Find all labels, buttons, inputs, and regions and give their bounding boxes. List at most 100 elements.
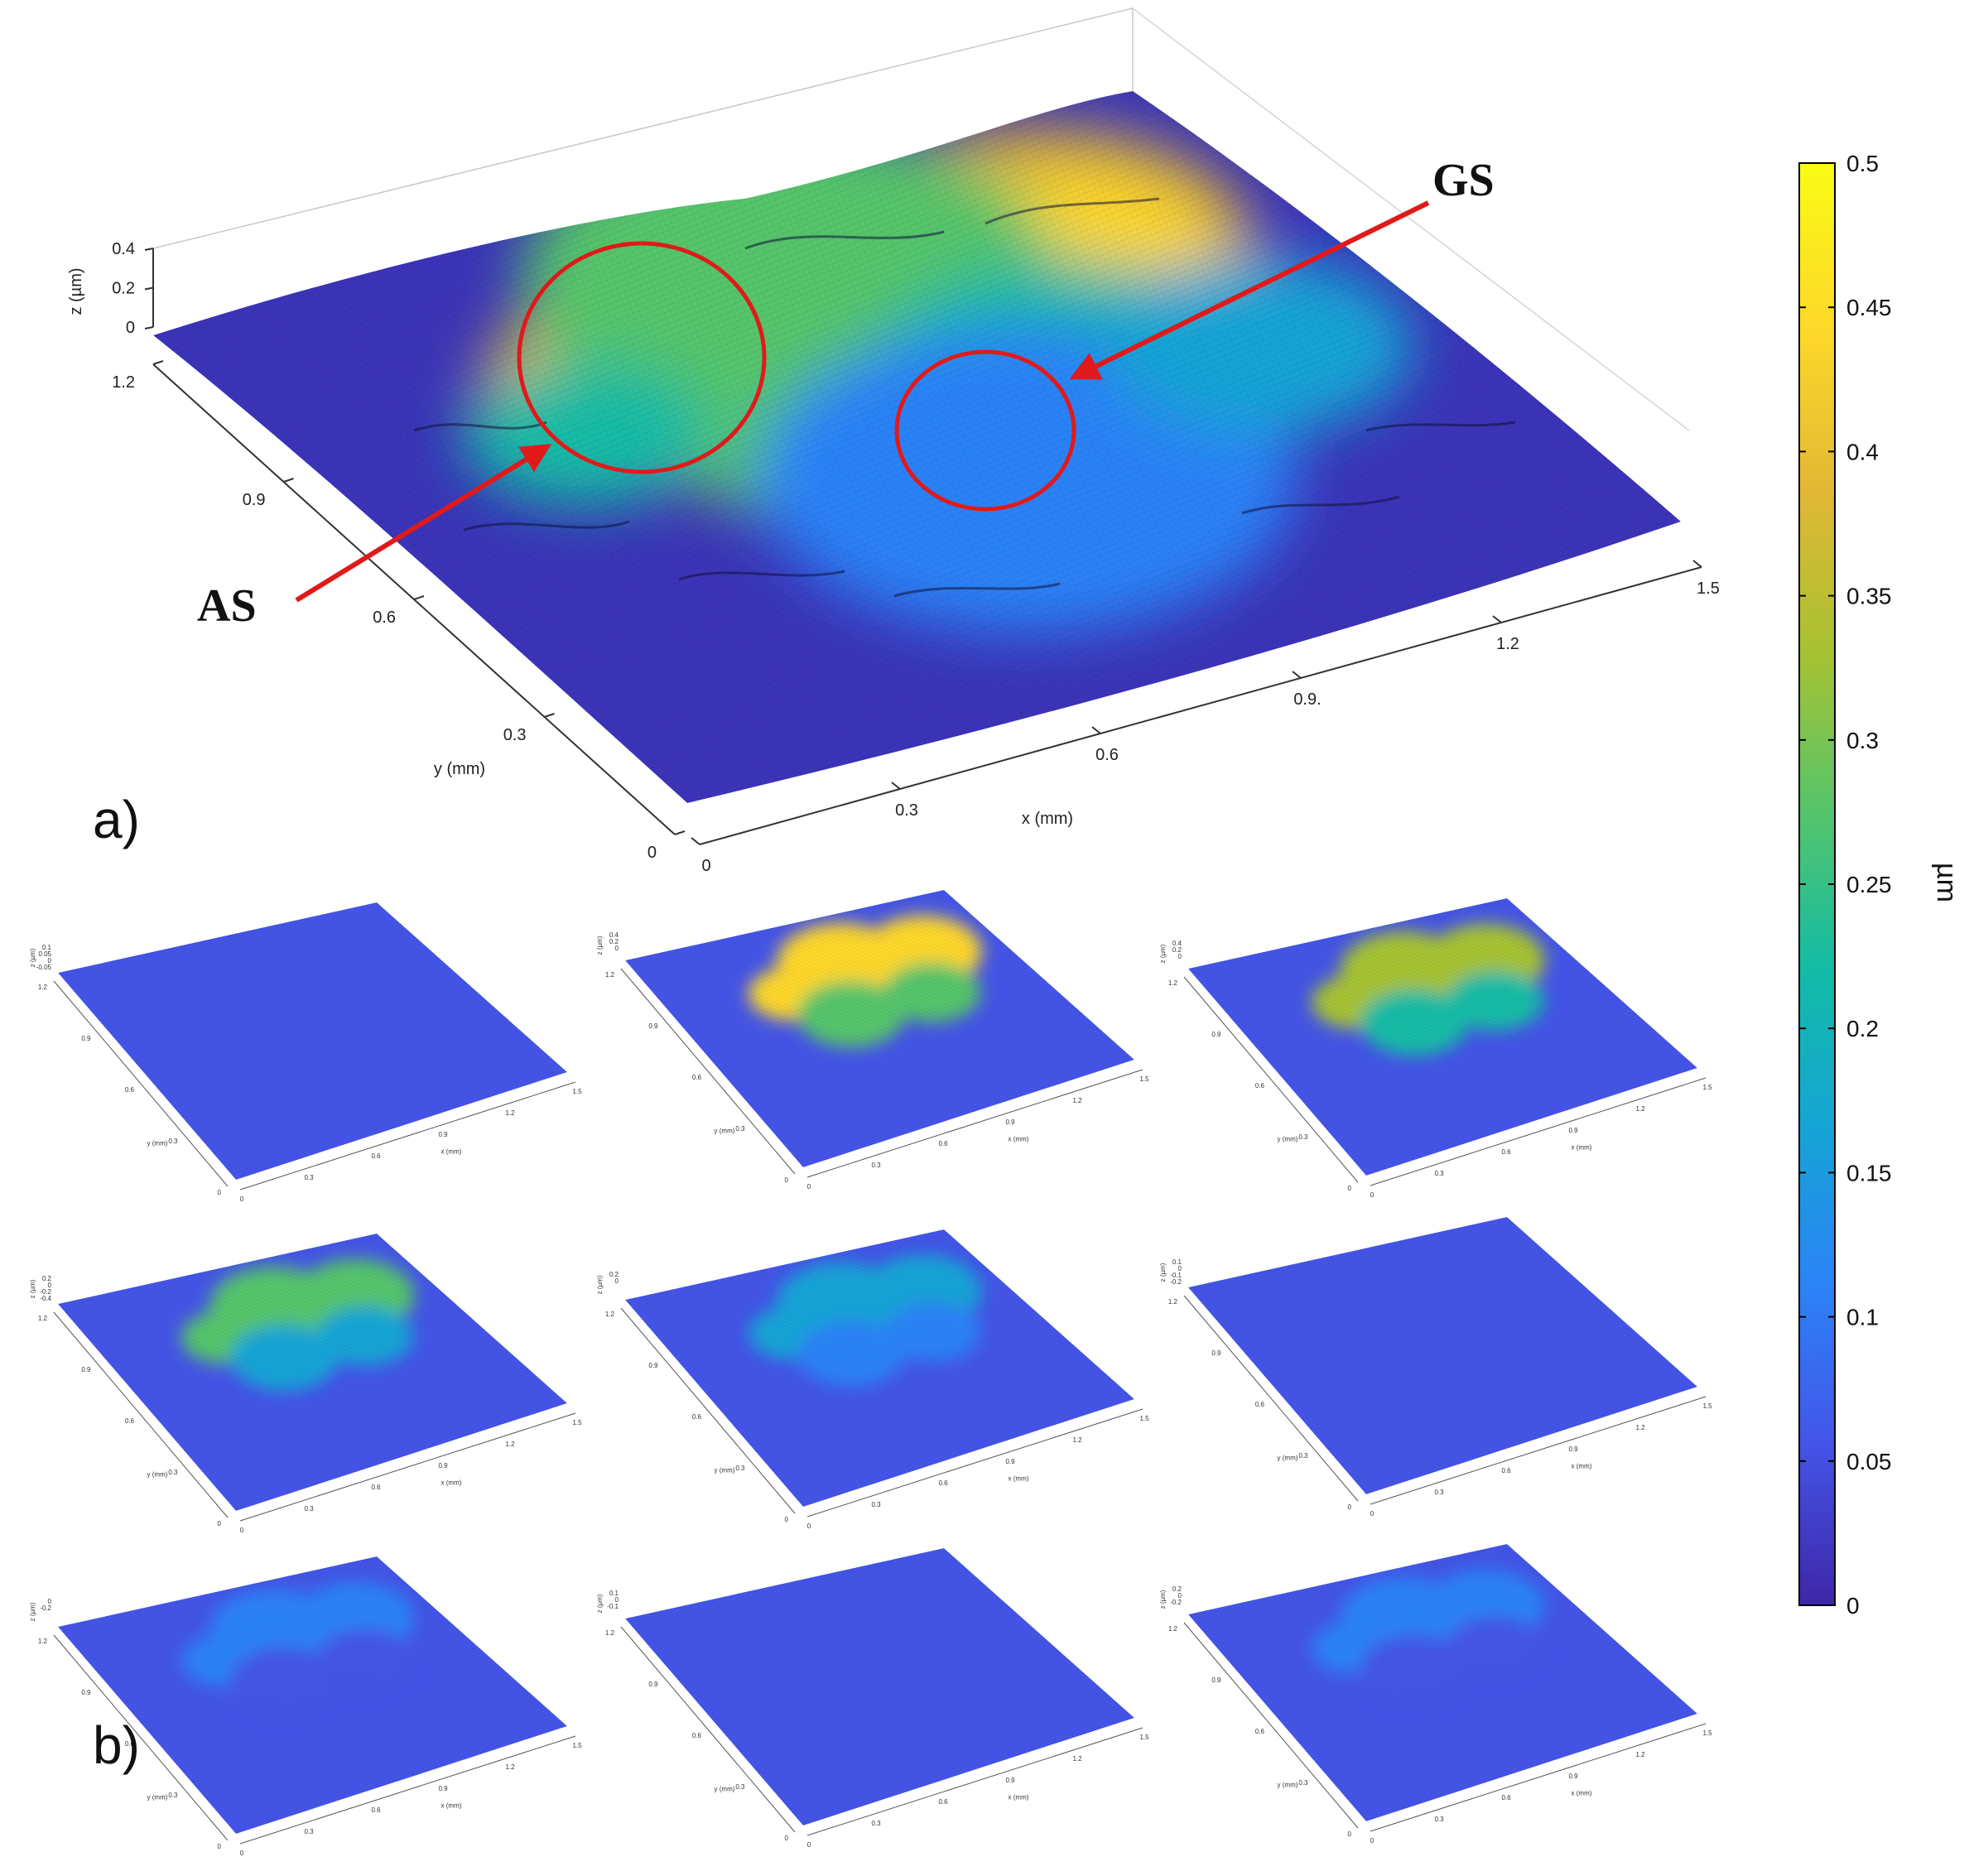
main-x-axis-label: x (mm) (1022, 810, 1073, 828)
small-y-tick-label: 0.9 (648, 1022, 658, 1030)
small-z-tick-label: -0.05 (36, 964, 52, 971)
small-z-tick-label: -0.2 (1170, 1599, 1182, 1606)
main-z-tick-label: 0 (126, 319, 135, 337)
small-x-tick-label: 0.9 (438, 1131, 448, 1138)
small-y-tick-label: 0.9 (648, 1681, 658, 1688)
gs-region-circle (894, 349, 1076, 512)
small-y-tick-label: 1.2 (605, 1629, 615, 1637)
small-y-tick-label: 0.6 (692, 1732, 702, 1739)
small-surface-mesh (625, 1548, 1134, 1825)
main-x-tick-label: 0.3 (895, 801, 918, 820)
small-surface-mesh (58, 1234, 567, 1511)
small-z-tick-label: 0 (48, 1282, 52, 1289)
small-y-tick-label: 0.3 (1298, 1133, 1308, 1141)
small-y-axis (53, 1634, 229, 1841)
small-x-tick-label: 1.5 (1702, 1402, 1712, 1410)
main-y-tick-label: 0.9 (243, 491, 266, 509)
small-y-tick-label: 0 (785, 1516, 789, 1523)
colorbar-tick-label: 0.15 (1846, 1160, 1892, 1186)
main-y-tick-label: 0.3 (503, 726, 527, 744)
small-x-axis (1370, 1723, 1707, 1832)
small-x-axis-label: x (mm) (441, 1479, 462, 1487)
small-panel-4: 00.30.60.91.21.500.30.60.91.20.20-0.2-0.… (29, 1234, 582, 1534)
small-x-tick-label: 0.3 (304, 1174, 314, 1181)
small-x-tick-label: 1.5 (572, 1742, 582, 1749)
small-z-tick-label: 0.05 (38, 950, 51, 958)
small-y-axis-label: y (mm) (715, 1786, 735, 1793)
small-y-tick-label: 1.2 (38, 984, 48, 991)
small-x-tick-label: 1.5 (1139, 1075, 1149, 1083)
main-x-axis (699, 566, 1702, 845)
small-y-tick-label: 0.6 (125, 1417, 135, 1425)
small-x-tick-label: 0 (807, 1522, 811, 1530)
annotation-layer: AS GS (197, 155, 1495, 632)
small-z-tick-label: 0.4 (1172, 940, 1182, 947)
small-x-tick-label: 0.9 (1005, 1118, 1015, 1126)
main-surface-wrinkle (678, 570, 845, 581)
small-x-tick-label: 0 (1370, 1191, 1374, 1199)
main-x-tick-mark (1292, 671, 1302, 679)
small-y-tick-label: 0.9 (81, 1689, 91, 1696)
small-x-axis-label: x (mm) (1009, 1475, 1029, 1483)
colorbar: µm 0 0.05 0.1 0.15 0.2 0.25 0.3 0.35 0.4 0.45 0.5 (1798, 151, 1962, 1619)
small-z-tick-label: 0.1 (42, 944, 52, 951)
main-x-tick-mark (1692, 560, 1702, 568)
small-panel-2: 00.30.60.91.21.500.30.60.91.20.40.20x (m… (596, 890, 1149, 1191)
main-surface-wrinkle (893, 582, 1061, 598)
small-x-tick-label: 0.3 (1434, 1170, 1444, 1177)
small-y-axis-label: y (mm) (1278, 1782, 1298, 1789)
small-z-tick-label: -0.2 (40, 1604, 51, 1612)
small-x-tick-label: 0.3 (871, 1162, 881, 1169)
small-z-tick-label: 0.2 (609, 938, 619, 945)
main-y-tick-mark (544, 713, 555, 718)
small-x-axis-label: x (mm) (441, 1148, 462, 1156)
small-z-axis-label: z (µm) (596, 1594, 604, 1613)
colorbar-tick-label: 0 (1846, 1593, 1860, 1619)
small-x-tick-label: 1.2 (1635, 1424, 1645, 1431)
small-y-tick-label: 0.3 (1298, 1779, 1308, 1787)
main-x-tick-mark (1091, 726, 1101, 734)
main-z-tick-mark (144, 286, 154, 291)
small-x-axis (239, 1412, 576, 1522)
small-x-tick-label: 0.6 (371, 1152, 381, 1160)
main-z-tick-mark (144, 248, 154, 251)
main-surface-wrinkle (1365, 421, 1516, 432)
main-x-tick-label: 0 (701, 857, 710, 875)
small-x-tick-label: 1.2 (1072, 1436, 1082, 1444)
small-x-axis-label: x (mm) (1572, 1463, 1592, 1470)
small-x-tick-label: 0 (807, 1841, 811, 1849)
small-x-axis-label: x (mm) (1572, 1144, 1592, 1152)
small-x-tick-label: 1.5 (1702, 1084, 1712, 1091)
small-z-axis-label: z (µm) (1159, 1263, 1167, 1282)
colorbar-tick-label: 0.45 (1846, 295, 1892, 320)
small-y-tick-label: 0 (1348, 1830, 1352, 1838)
small-y-tick-label: 0 (1348, 1503, 1352, 1511)
main-y-tick-mark (413, 595, 425, 600)
small-y-tick-label: 0 (218, 1189, 222, 1196)
small-z-tick-label: 0.1 (1172, 1258, 1182, 1266)
main-x-tick-mark (691, 837, 700, 845)
small-x-tick-label: 0.6 (938, 1479, 948, 1487)
small-y-tick-label: 1.2 (605, 1311, 615, 1318)
colorbar-tick-label: 0.3 (1846, 728, 1879, 753)
small-z-axis-label: z (µm) (29, 948, 36, 967)
small-x-tick-label: 1.5 (1702, 1729, 1712, 1737)
small-surface-mesh (1188, 1217, 1697, 1494)
small-panel-8: 00.30.60.91.21.500.30.60.91.20.10-0.1x (… (596, 1548, 1149, 1849)
as-region-circle (517, 241, 767, 474)
small-x-tick-label: 0.6 (1501, 1148, 1511, 1156)
small-z-tick-label: -0.2 (1170, 1278, 1182, 1286)
small-y-tick-label: 1.2 (605, 971, 615, 979)
small-y-tick-label: 1.2 (38, 1315, 48, 1322)
small-z-tick-label: 0.2 (609, 1271, 619, 1278)
main-y-tick-label: 0 (648, 844, 657, 862)
main-back-frame-edge (1132, 7, 1690, 431)
main-y-tick-mark (152, 360, 164, 365)
small-x-tick-label: 1.5 (1139, 1734, 1149, 1741)
small-x-tick-label: 0.9 (1568, 1127, 1578, 1134)
main-y-tick-label: 0.6 (373, 608, 396, 627)
small-panel-3: 00.30.60.91.21.500.30.60.91.20.40.20x (m… (1159, 898, 1712, 1199)
small-x-tick-label: 1.2 (1635, 1751, 1645, 1758)
main-surface-wrinkle (744, 230, 945, 250)
